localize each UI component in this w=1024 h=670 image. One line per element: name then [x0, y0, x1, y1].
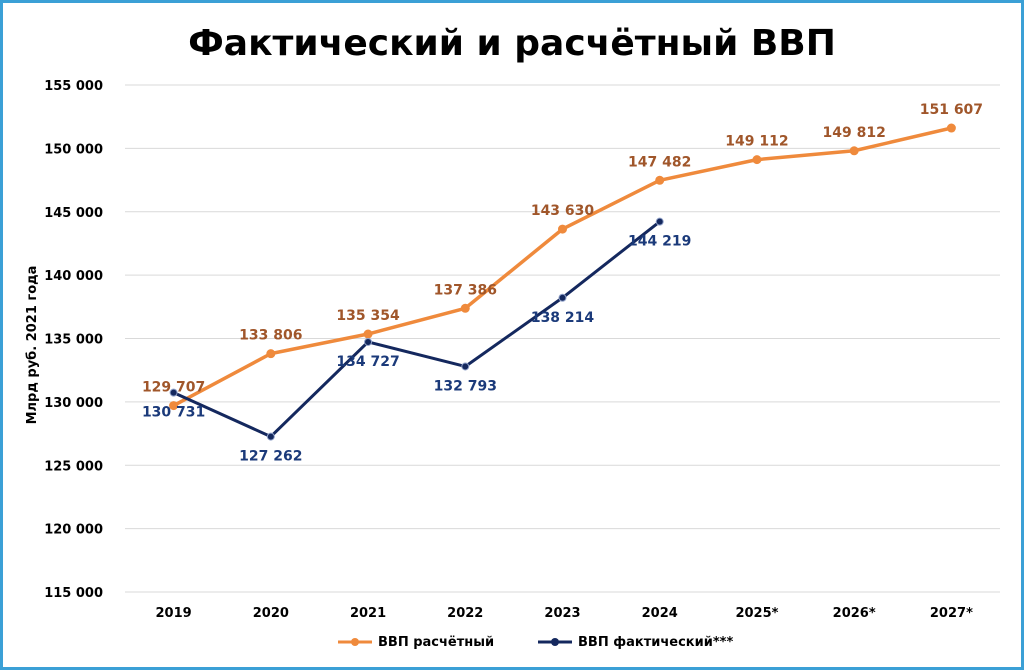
data-label: 135 354 [336, 308, 400, 324]
y-tick-label: 120 000 [44, 523, 103, 538]
x-tick-label: 2024 [642, 606, 678, 621]
data-label: 133 806 [239, 328, 302, 344]
x-tick-labels: 2019 2020 2021 2022 2023 2024 2025* 2026* 2027* [156, 606, 974, 621]
data-labels: 129 707 133 806 135 354 137 386 143 630 147 4… [142, 102, 983, 465]
y-tick-labels: 115 000 120 000 125 000 130 000 135 000 140 0… [44, 79, 103, 601]
y-tick-label: 155 000 [44, 79, 103, 94]
y-tick-label: 140 000 [44, 269, 103, 284]
data-label: 149 112 [725, 134, 788, 150]
series-lines [169, 123, 956, 441]
data-label: 143 630 [531, 203, 595, 219]
y-axis-label: Млрд руб. 2021 года [25, 266, 40, 425]
data-label: 129 707 [142, 380, 205, 396]
x-tick-label: 2023 [544, 606, 580, 621]
data-point [266, 349, 276, 359]
legend-marker [551, 638, 559, 646]
x-tick-label: 2019 [156, 606, 192, 621]
series-line [172, 126, 952, 408]
data-point [655, 175, 665, 185]
data-point [460, 303, 470, 313]
data-point [266, 432, 275, 441]
data-label: 138 214 [531, 310, 595, 326]
data-point [364, 337, 373, 346]
data-label: 132 793 [434, 378, 497, 394]
data-label: 137 386 [434, 282, 497, 298]
series-line [172, 220, 661, 439]
x-tick-label: 2027* [930, 606, 973, 621]
gridlines [125, 84, 1000, 593]
legend: ВВП расчётный ВВП фактический*** [338, 635, 733, 650]
data-point [752, 155, 762, 165]
y-tick-label: 145 000 [44, 206, 103, 221]
data-label: 144 219 [628, 234, 691, 250]
data-label: 147 482 [628, 154, 691, 170]
chart-title: Фактический и расчётный ВВП [188, 23, 836, 64]
data-point [946, 123, 956, 133]
x-tick-label: 2021 [350, 606, 386, 621]
data-label: 130 731 [142, 405, 205, 421]
y-tick-label: 130 000 [44, 396, 103, 411]
legend-label: ВВП расчётный [378, 635, 494, 650]
y-tick-label: 135 000 [44, 333, 103, 348]
data-point [363, 329, 373, 339]
x-tick-label: 2020 [253, 606, 289, 621]
data-label: 127 262 [239, 449, 302, 465]
data-point [655, 217, 664, 226]
data-point [169, 388, 178, 397]
legend-marker [351, 638, 359, 646]
x-tick-label: 2022 [447, 606, 483, 621]
legend-label: ВВП фактический*** [578, 635, 733, 650]
x-tick-label: 2025* [735, 606, 778, 621]
data-label: 134 727 [336, 354, 399, 370]
data-label: 151 607 [920, 102, 983, 118]
data-point [461, 362, 470, 371]
data-label: 149 812 [823, 125, 886, 141]
data-point [849, 146, 859, 156]
data-point [558, 293, 567, 302]
y-tick-label: 150 000 [44, 142, 103, 157]
x-tick-label: 2026* [833, 606, 876, 621]
y-tick-label: 125 000 [44, 459, 103, 474]
data-point [558, 224, 567, 234]
y-tick-label: 115 000 [44, 586, 103, 601]
data-point [169, 401, 179, 411]
